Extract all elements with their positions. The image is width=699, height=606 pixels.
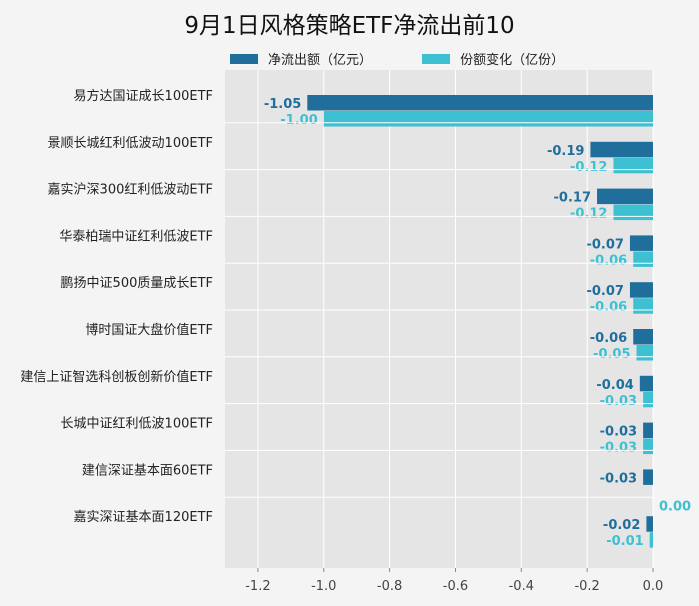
- legend-label-share-change: 份额变化（亿份）: [460, 53, 565, 68]
- legend: 净流出额（亿元） 份额变化（亿份）: [230, 49, 610, 68]
- data-label: 0.00: [659, 499, 691, 514]
- data-label: -0.19: [547, 144, 584, 159]
- x-tick-label: -1.0: [311, 579, 336, 594]
- data-label: -0.07: [586, 284, 623, 299]
- data-label: -0.06: [590, 300, 627, 315]
- data-label: -0.06: [590, 331, 627, 346]
- bar-outflow: [307, 95, 653, 111]
- bar-share-change: [633, 251, 653, 267]
- bar-share-change: [633, 298, 653, 314]
- legend-label-outflow: 净流出额（亿元）: [268, 53, 373, 68]
- data-label: -1.00: [280, 113, 317, 128]
- bar-outflow: [643, 422, 653, 439]
- category-label: 博时国证大盘价值ETF: [85, 322, 213, 338]
- data-label: -0.07: [586, 237, 623, 252]
- legend-item-outflow: 净流出额（亿元）: [230, 49, 372, 68]
- category-label: 建信深证基本面60ETF: [82, 463, 213, 478]
- legend-swatch-share-change: [422, 53, 451, 64]
- data-label: -0.02: [603, 518, 640, 533]
- bar-outflow: [646, 516, 653, 532]
- category-label: 建信上证智选科创板创新价值ETF: [20, 369, 213, 385]
- category-label: 景顺长城红利低波动100ETF: [48, 135, 213, 151]
- bar-share-change: [323, 111, 653, 127]
- bar-outflow: [643, 469, 653, 485]
- bar-outflow: [590, 141, 653, 158]
- category-label: 长城中证红利低波100ETF: [61, 416, 213, 432]
- x-tick-label: -0.4: [509, 579, 534, 594]
- bar-share-change: [643, 391, 653, 408]
- bar-share-change: [636, 345, 653, 361]
- bar-outflow: [633, 329, 653, 345]
- x-tick-label: -0.2: [574, 579, 599, 594]
- data-label: -0.12: [570, 207, 607, 222]
- data-label: -0.04: [596, 378, 633, 393]
- data-label: -0.12: [570, 160, 607, 175]
- data-label: -0.03: [600, 471, 637, 486]
- legend-item-share-change: 份额变化（亿份）: [422, 49, 564, 68]
- data-label: -1.05: [264, 97, 301, 112]
- data-label: -0.17: [554, 191, 591, 206]
- bar-outflow: [629, 282, 653, 298]
- legend-swatch-outflow: [230, 53, 258, 64]
- bar-outflow: [639, 375, 653, 392]
- x-tick-label: -1.2: [245, 579, 270, 594]
- x-tick-label: 0.0: [643, 579, 664, 594]
- data-label: -0.03: [600, 394, 637, 409]
- x-tick-label: -0.6: [443, 579, 468, 594]
- category-label: 嘉实沪深300红利低波动ETF: [48, 182, 213, 198]
- plot-area: [225, 70, 653, 568]
- bar-share-change: [613, 204, 653, 221]
- category-label: 嘉实深证基本面120ETF: [74, 510, 213, 525]
- bar-share-change: [643, 438, 653, 455]
- category-label: 易方达国证成长100ETF: [74, 88, 213, 104]
- x-tick-label: -0.8: [377, 579, 402, 594]
- data-label: -0.03: [600, 441, 637, 456]
- data-label: -0.01: [606, 534, 643, 549]
- category-label: 华泰柏瑞中证红利低波ETF: [59, 228, 213, 244]
- data-label: -0.05: [593, 347, 630, 362]
- chart-title: 9月1日风格策略ETF净流出前10: [184, 13, 515, 39]
- data-label: -0.03: [600, 425, 637, 440]
- bar-share-change: [649, 532, 653, 548]
- bar-outflow: [629, 235, 653, 251]
- bar-outflow: [597, 188, 653, 205]
- bar-share-change: [613, 157, 653, 174]
- data-label: -0.06: [590, 253, 627, 268]
- category-label: 鹏扬中证500质量成长ETF: [61, 276, 213, 291]
